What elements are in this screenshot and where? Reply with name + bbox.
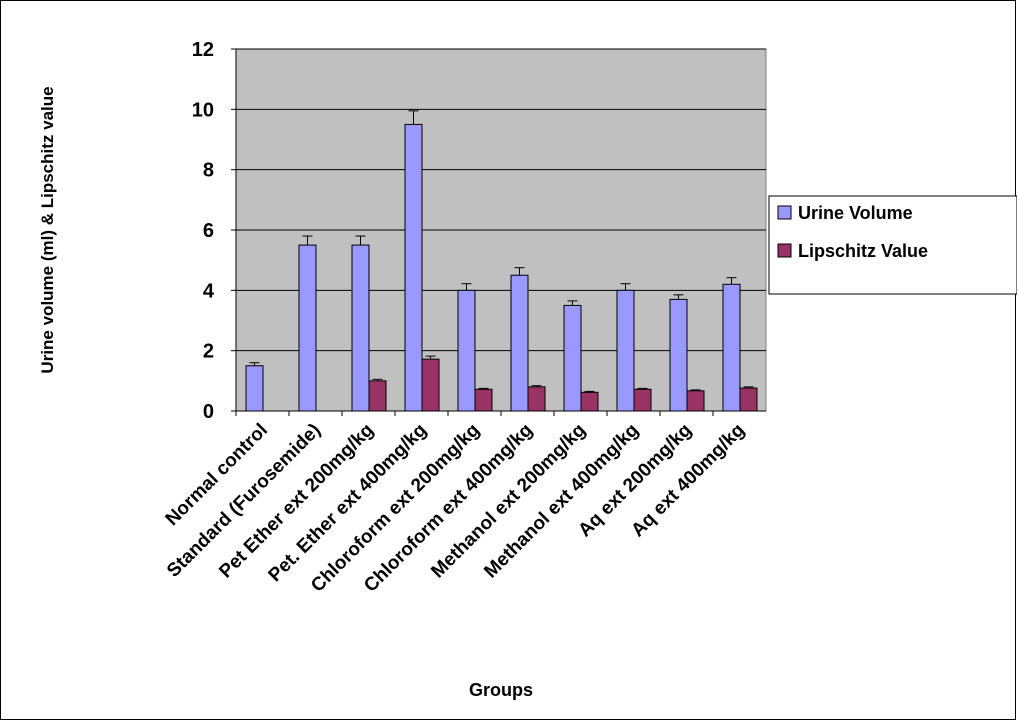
bar-urine-volume <box>563 304 582 412</box>
bar-urine-volume <box>298 244 317 412</box>
legend: Urine Volume Lipschitz Value <box>768 195 1018 295</box>
y-tick-label: 0 <box>203 401 214 423</box>
bar-lipschitz-value <box>368 380 387 412</box>
bar-lipschitz-value <box>739 387 758 412</box>
bar-urine-volume <box>510 274 529 412</box>
bar-urine-volume <box>404 123 423 412</box>
legend-swatch-lipschitz-value <box>777 243 792 258</box>
bar-lipschitz-value <box>580 391 599 412</box>
y-tick-label: 12 <box>192 39 214 61</box>
bar-urine-volume <box>351 244 370 412</box>
y-tick-label: 8 <box>203 160 214 182</box>
bars <box>245 110 758 412</box>
bar-urine-volume <box>616 289 635 412</box>
bar-urine-volume <box>457 289 476 412</box>
y-tick-label: 2 <box>203 341 214 363</box>
bar-lipschitz-value <box>686 390 705 412</box>
y-tick-label: 6 <box>203 220 214 242</box>
bar-urine-volume <box>669 298 688 412</box>
legend-label-lipschitz-value: Lipschitz Value <box>798 241 928 261</box>
y-tick-label: 10 <box>192 99 214 121</box>
legend-swatch-urine-volume <box>777 205 792 220</box>
y-axis-label: Urine volume (ml) & Lipschitz value <box>38 86 57 373</box>
legend-box <box>768 195 1018 295</box>
bar-urine-volume <box>245 365 264 412</box>
x-axis-label: Groups <box>469 680 533 700</box>
bar-lipschitz-value <box>633 388 652 412</box>
y-tick-label: 4 <box>203 280 215 302</box>
legend-label-urine-volume: Urine Volume <box>798 203 913 223</box>
bar-lipschitz-value <box>421 358 440 412</box>
bar-lipschitz-value <box>474 388 493 412</box>
y-tick-labels: 0 2 4 6 8 10 12 <box>192 39 236 423</box>
bar-lipschitz-value <box>527 386 546 412</box>
bar-urine-volume <box>722 283 741 412</box>
